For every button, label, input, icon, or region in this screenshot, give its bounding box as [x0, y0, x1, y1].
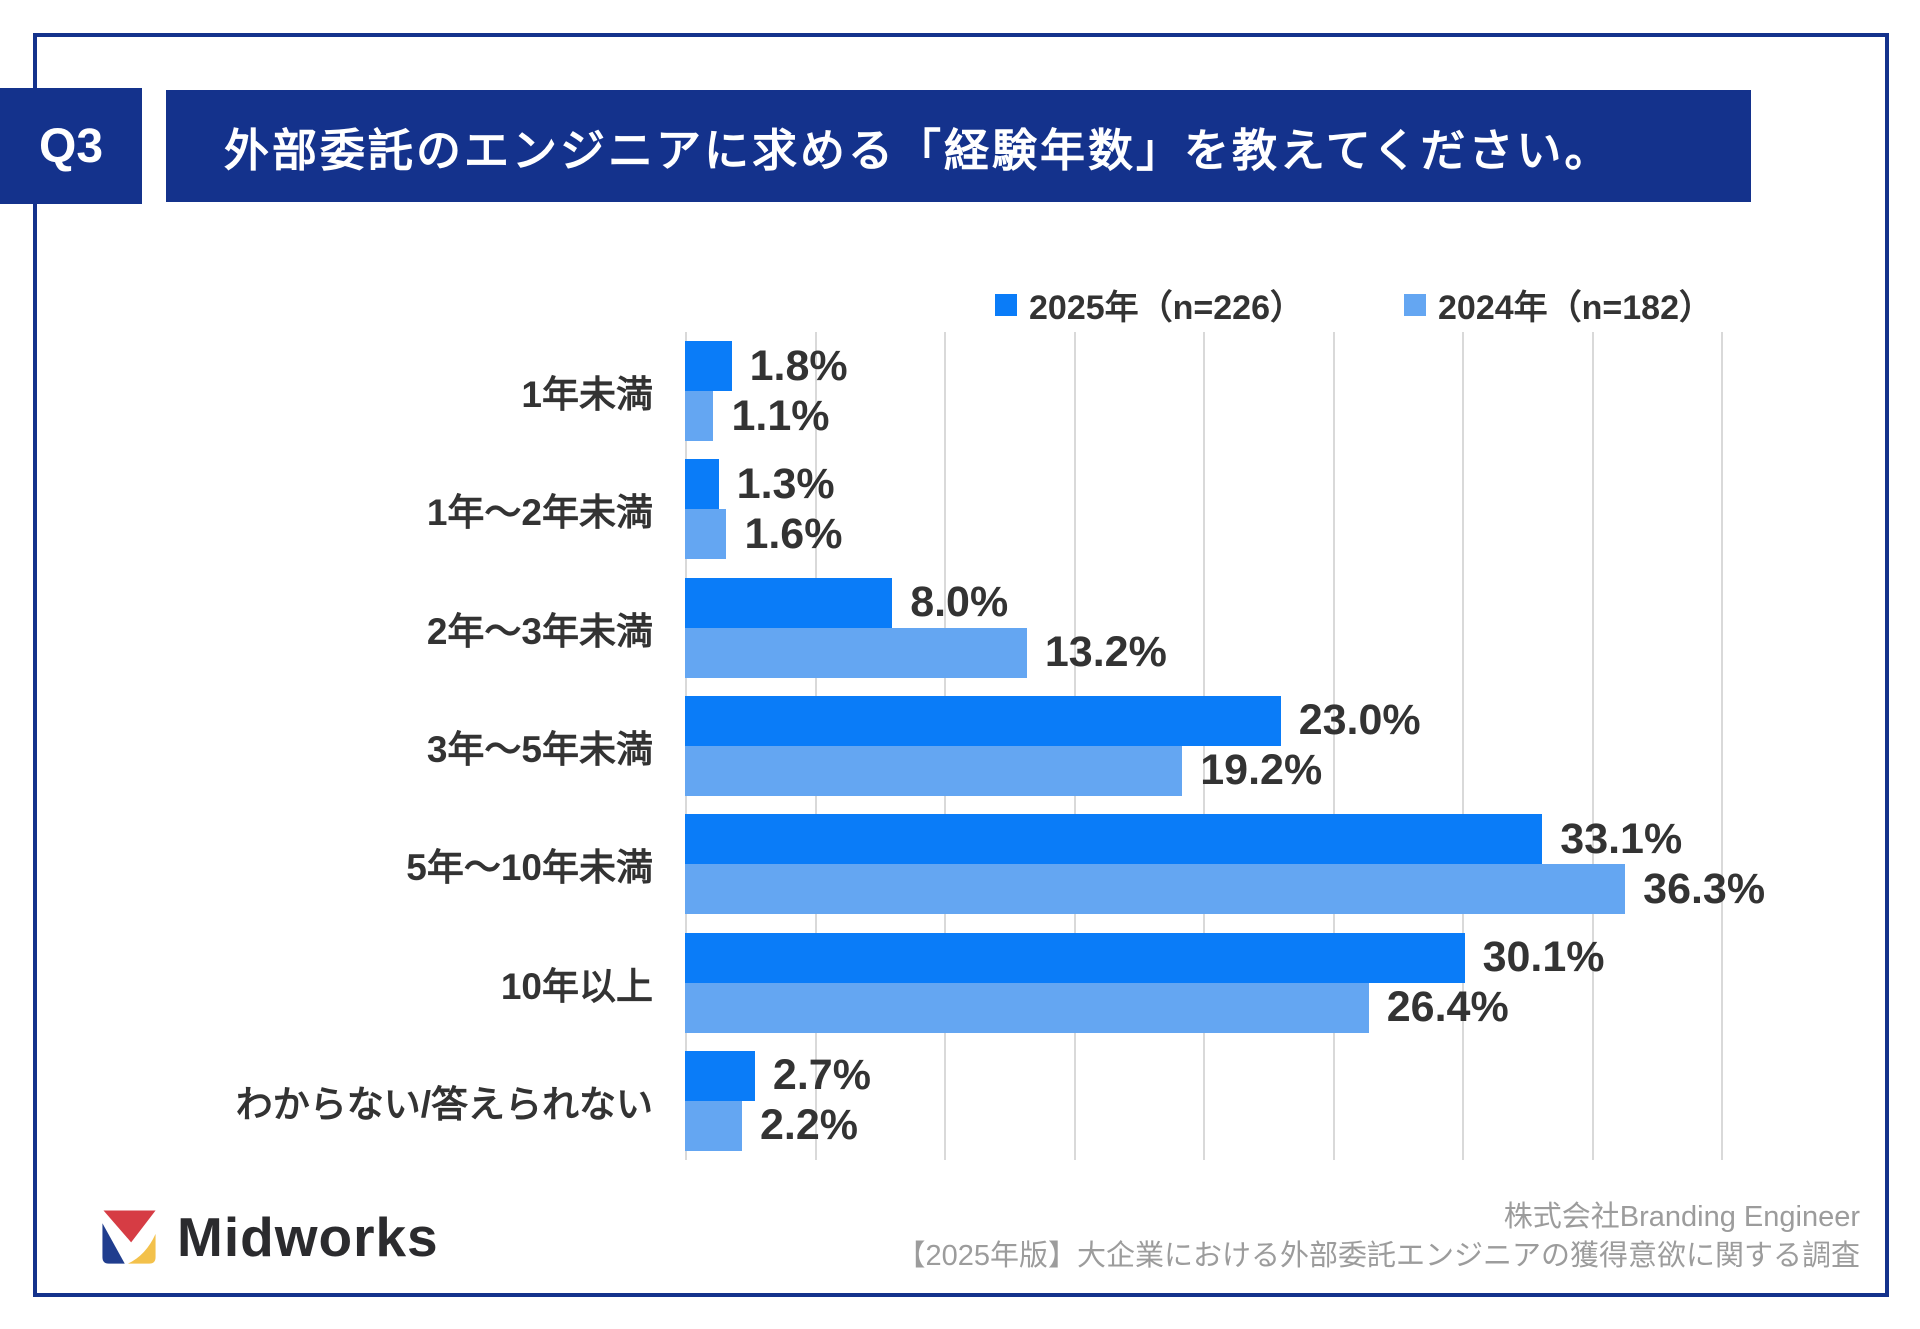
bar-2024 — [685, 982, 1369, 1033]
bar-line-2024: 36.3% — [685, 864, 1765, 915]
question-title-bar: 外部委託のエンジニアに求める「経験年数」を教えてください。 — [166, 90, 1751, 202]
source-attribution: 株式会社Branding Engineer 【2025年版】大企業における外部委… — [896, 1198, 1860, 1276]
frame-border — [33, 33, 1889, 1297]
value-label-2025: 30.1% — [1482, 933, 1605, 982]
category-label: 1年未満 — [521, 374, 653, 416]
value-label-2024: 1.1% — [731, 391, 830, 440]
value-label-2025: 23.0% — [1298, 696, 1421, 745]
gridline — [1203, 332, 1205, 1160]
category-label: 2年〜3年未満 — [426, 610, 653, 652]
chart-row: 1年〜2年未満 1.3% 1.6% — [427, 450, 1721, 568]
bar-2025 — [685, 1050, 755, 1101]
midworks-logo-icon — [96, 1204, 162, 1270]
value-label-2025: 1.3% — [736, 459, 835, 508]
legend-label-2024: 2024年（n=182） — [1438, 289, 1713, 327]
bar-line-2025: 30.1% — [685, 932, 1721, 983]
legend-item-2025: 2025年（n=226） — [995, 280, 1304, 329]
category-label: 10年以上 — [500, 965, 653, 1007]
gridline — [1332, 332, 1335, 1160]
bar-2024 — [685, 1100, 742, 1151]
bar-2025 — [685, 577, 893, 628]
bar-2024 — [685, 864, 1626, 915]
midworks-wordmark: Midworks — [177, 1205, 439, 1268]
bar-line-2024: 1.1% — [685, 391, 1721, 442]
value-label-2024: 1.6% — [744, 509, 843, 558]
value-label-2025: 33.1% — [1560, 814, 1683, 863]
bar-line-2025: 1.3% — [685, 459, 1721, 510]
bar-2024 — [685, 745, 1183, 796]
bar-2025 — [685, 341, 732, 392]
category-label: 3年〜5年未満 — [426, 728, 653, 770]
bar-line-2024: 1.6% — [685, 509, 1721, 560]
bar-line-2025: 33.1% — [685, 814, 1721, 865]
category-label: わからない/答えられない — [235, 1083, 653, 1125]
legend-item-2024: 2024年（n=182） — [1404, 280, 1713, 329]
bar-2024 — [685, 391, 714, 442]
bar-2025 — [685, 695, 1281, 746]
bar-2025 — [685, 932, 1465, 983]
question-title: 外部委託のエンジニアに求める「経験年数」を教えてください。 — [224, 124, 1613, 176]
legend-swatch-2024 — [1404, 293, 1426, 316]
question-badge-label: Q3 — [38, 119, 104, 173]
bar-line-2024: 26.4% — [685, 982, 1721, 1033]
bar-line-2024: 13.2% — [685, 627, 1721, 678]
bar-line-2025: 2.7% — [685, 1050, 1721, 1101]
value-label-2025: 2.7% — [772, 1051, 871, 1100]
gridline — [1721, 332, 1723, 1160]
source-survey-title: 【2025年版】大企業における外部委託エンジニアの獲得意欲に関する調査 — [896, 1240, 1860, 1273]
chart-row: 10年以上 30.1% 26.4% — [501, 923, 1721, 1041]
bar-2025 — [685, 814, 1543, 865]
legend-swatch-2025 — [995, 293, 1017, 316]
source-company: 株式会社Branding Engineer — [1503, 1201, 1860, 1233]
bar-line-2024: 19.2% — [685, 745, 1721, 796]
value-label-2025: 8.0% — [910, 578, 1009, 627]
value-label-2024: 36.3% — [1643, 864, 1766, 913]
midworks-logo: Midworks — [95, 1203, 439, 1271]
bar-line-2025: 1.8% — [685, 341, 1721, 392]
bar-line-2025: 23.0% — [685, 695, 1721, 746]
bar-line-2025: 8.0% — [685, 577, 1721, 628]
chart-row: 3年〜5年未満 23.0% 19.2% — [427, 687, 1721, 805]
gridline — [1591, 332, 1594, 1160]
value-label-2024: 19.2% — [1200, 746, 1323, 795]
bar-2025 — [685, 459, 719, 510]
bar-2024 — [685, 509, 727, 560]
legend: 2025年（n=226） 2024年（n=182） — [995, 280, 1713, 329]
category-label: 1年〜2年未満 — [426, 492, 653, 534]
chart-rows: 1年未満 1.8% 1.1% 1年〜2年未満 1.3% 1.6% 2年〜3年未満 8.0% 13… — [236, 332, 1765, 1160]
category-label: 5年〜10年未満 — [406, 847, 653, 889]
value-label-2024: 2.2% — [759, 1101, 858, 1150]
question-badge: Q3 — [0, 88, 142, 204]
gridline — [1462, 332, 1464, 1160]
chart-row: わからない/答えられない 2.7% 2.2% — [236, 1042, 1721, 1160]
chart-row: 2年〜3年未満 8.0% 13.2% — [427, 569, 1721, 687]
bar-line-2024: 2.2% — [685, 1100, 1721, 1151]
legend-label-2025: 2025年（n=226） — [1029, 289, 1304, 327]
chart-row: 5年〜10年未満 33.1% 36.3% — [406, 805, 1765, 923]
value-label-2024: 26.4% — [1386, 983, 1509, 1032]
value-label-2025: 1.8% — [749, 341, 848, 390]
bar-chart: 1年未満 1.8% 1.1% 1年〜2年未満 1.3% 1.6% 2年〜3年未満 8.0% 13… — [236, 332, 1765, 1160]
bar-2024 — [685, 627, 1027, 678]
value-label-2024: 13.2% — [1044, 628, 1167, 677]
chart-row: 1年未満 1.8% 1.1% — [521, 332, 1721, 450]
